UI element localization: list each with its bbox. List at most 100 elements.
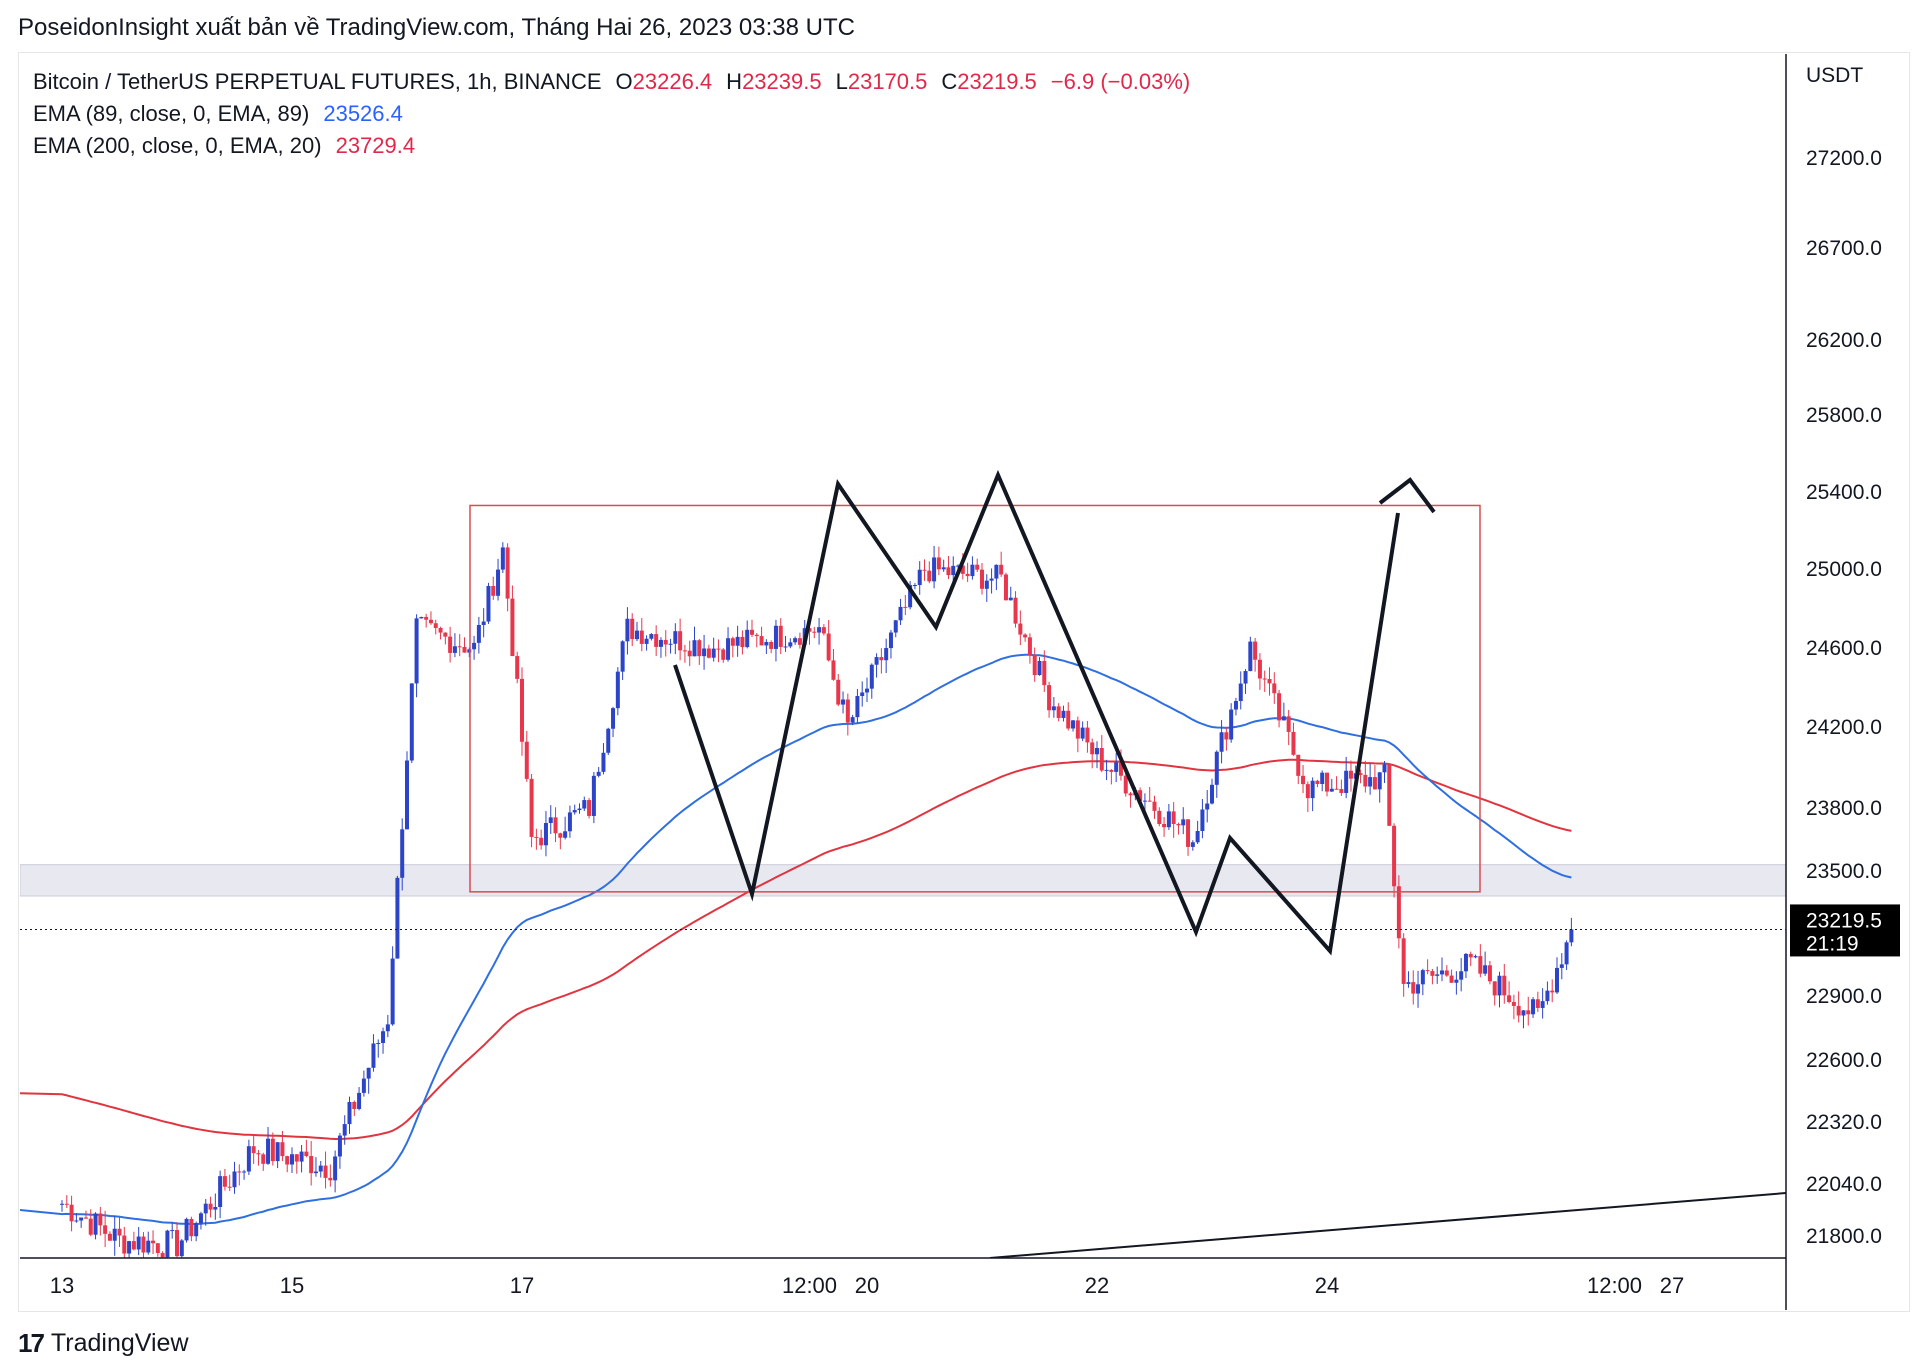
- candle: [702, 634, 707, 670]
- price-tick-label: 23800.0: [1806, 797, 1882, 820]
- candle: [754, 632, 759, 648]
- candle: [203, 1198, 208, 1226]
- legend-change: −6.9 (−0.03%): [1050, 69, 1191, 94]
- candle: [639, 618, 644, 652]
- price-tick-label: 22900.0: [1806, 985, 1882, 1008]
- candle: [1291, 722, 1296, 756]
- candle-body: [773, 625, 778, 649]
- candle-body: [1051, 706, 1056, 711]
- candle-body: [242, 1171, 247, 1173]
- candle-body: [735, 636, 740, 646]
- price-axis-currency: USDT: [1806, 64, 1863, 87]
- candle-body: [1339, 789, 1344, 793]
- candle-body: [83, 1217, 88, 1219]
- candle: [1171, 802, 1176, 838]
- candle-body: [218, 1176, 223, 1207]
- candle-body: [1142, 800, 1147, 802]
- candle: [1492, 981, 1497, 1006]
- candle-body: [788, 642, 793, 647]
- candle: [553, 807, 558, 843]
- candle: [194, 1221, 199, 1242]
- candle: [1238, 671, 1243, 710]
- candle-body: [1564, 942, 1569, 965]
- candle-body: [1329, 788, 1334, 792]
- candle-body: [620, 641, 625, 672]
- candle: [88, 1209, 93, 1237]
- legend-ema200-row[interactable]: EMA (200, close, 0, EMA, 20) 23729.4: [33, 130, 1190, 162]
- candle-body: [309, 1156, 314, 1174]
- candle-body: [304, 1151, 309, 1157]
- publisher-title: PoseidonInsight xuất bản về TradingView.…: [18, 14, 855, 41]
- candle: [1224, 726, 1229, 751]
- candle: [270, 1132, 275, 1166]
- candle: [1516, 991, 1521, 1023]
- candle: [352, 1100, 357, 1116]
- candle-body: [88, 1218, 93, 1235]
- candle-body: [726, 638, 731, 660]
- candle: [625, 607, 630, 655]
- candle: [654, 625, 659, 656]
- candle: [1564, 940, 1569, 970]
- candle: [491, 576, 496, 600]
- candle: [472, 635, 477, 660]
- candle-body: [1099, 748, 1104, 771]
- candle-body: [64, 1203, 69, 1205]
- candle-body: [1018, 623, 1023, 635]
- candle-body: [510, 598, 515, 657]
- candle-body: [999, 564, 1004, 575]
- candle: [136, 1226, 141, 1256]
- candle: [1396, 875, 1401, 949]
- candle: [1037, 657, 1042, 676]
- candle: [476, 616, 481, 654]
- candle-body: [1406, 982, 1411, 984]
- candle: [1411, 970, 1416, 1005]
- candle-body: [821, 627, 826, 634]
- legend-ema89-row[interactable]: EMA (89, close, 0, EMA, 89) 23526.4: [33, 98, 1190, 130]
- candle-body: [1363, 774, 1368, 787]
- candle: [452, 633, 457, 658]
- candle-body: [222, 1176, 227, 1187]
- candle-body: [591, 775, 596, 816]
- candle: [903, 594, 908, 616]
- chart-frame[interactable]: [18, 52, 1910, 1312]
- price-tick-label: 27200.0: [1806, 147, 1882, 170]
- candle: [227, 1174, 232, 1192]
- legend-ema200-value: 23729.4: [335, 133, 416, 158]
- candle: [1406, 971, 1411, 988]
- candle: [1387, 763, 1392, 827]
- candle: [1243, 669, 1248, 694]
- candle-body: [79, 1217, 84, 1221]
- candle-body: [1243, 671, 1248, 684]
- candle-body: [673, 631, 678, 644]
- candle: [721, 648, 726, 663]
- candle-body: [658, 639, 663, 647]
- candle: [975, 558, 980, 573]
- candle: [405, 751, 409, 830]
- plot-area: [20, 469, 1786, 1258]
- candle: [874, 653, 879, 678]
- candle: [692, 626, 697, 657]
- bar-countdown: 21:19: [1806, 932, 1859, 955]
- candle-body: [994, 564, 999, 579]
- candle: [107, 1231, 112, 1241]
- candle-body: [812, 631, 817, 633]
- candle: [1166, 803, 1171, 830]
- candle-body: [841, 699, 846, 705]
- candle-body: [318, 1165, 323, 1172]
- candle: [1075, 716, 1080, 753]
- candle-body: [850, 717, 855, 723]
- candle-body: [462, 647, 467, 653]
- candle-body: [1492, 981, 1497, 996]
- candle-body: [395, 877, 400, 959]
- time-tick-label: 22: [1085, 1273, 1109, 1298]
- candle: [112, 1215, 117, 1256]
- candle: [222, 1168, 227, 1191]
- candle: [60, 1200, 64, 1212]
- candle-body: [428, 619, 433, 624]
- candle: [342, 1115, 347, 1145]
- candle-body: [184, 1218, 189, 1241]
- candle: [1200, 798, 1205, 839]
- candle: [1454, 971, 1459, 995]
- candle-body: [1157, 810, 1162, 824]
